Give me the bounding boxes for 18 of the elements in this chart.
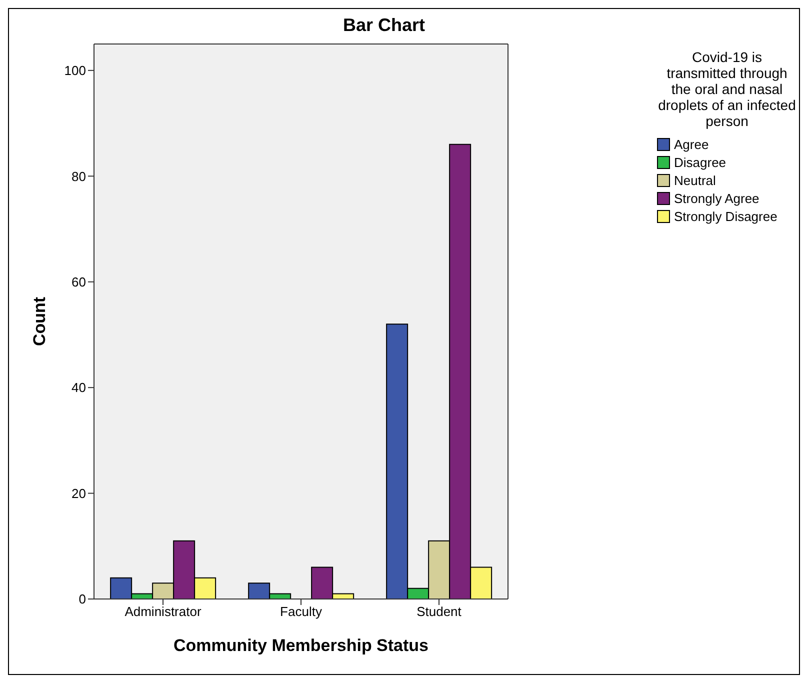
- y-tick-label: 0: [78, 592, 86, 607]
- legend-label: Disagree: [674, 154, 726, 170]
- legend-label: Strongly Agree: [674, 190, 760, 206]
- legend-label: Neutral: [674, 172, 716, 188]
- x-tick-label: Administrator: [124, 604, 202, 620]
- y-tick-label: 80: [72, 168, 86, 184]
- x-tick-label: Faculty: [280, 604, 322, 620]
- y-tick-label: 40: [72, 380, 86, 396]
- y-axis-title: Count: [30, 296, 50, 346]
- y-tick-label: 60: [72, 274, 86, 290]
- chart-title: Bar Chart: [342, 15, 426, 36]
- x-axis-title: Community Membership Status: [173, 636, 429, 655]
- legend-label: Agree: [674, 136, 709, 152]
- legend-label: Strongly Disagree: [674, 208, 778, 224]
- x-tick-label: Student: [416, 604, 462, 620]
- y-tick-label: 100: [64, 63, 86, 78]
- y-tick-label: 20: [72, 486, 86, 501]
- legend-title: Covid-19 is transmitted through the oral and nasal droplets of an infected person: [657, 49, 797, 129]
